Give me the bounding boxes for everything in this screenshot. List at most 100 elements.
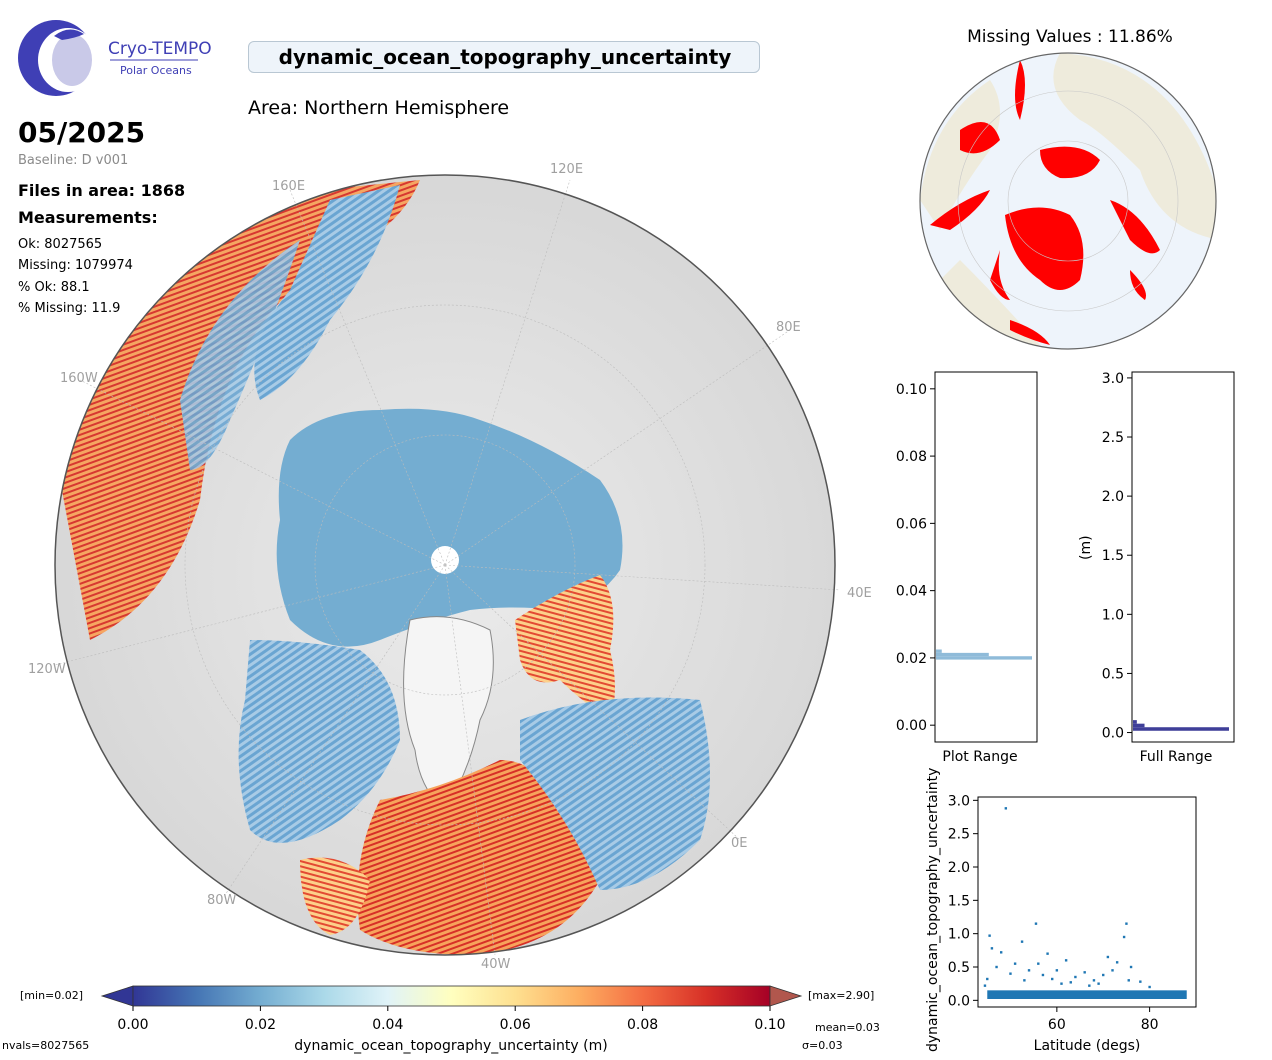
pacific-low-swath [180,240,300,470]
tick-label: 1.5 [948,893,970,909]
scatter-points [983,807,1187,999]
plot-range-histogram [936,649,1032,660]
scatter-point [1148,985,1151,989]
pole-hole [431,546,459,574]
full-range-histogram [1133,720,1229,731]
scatter-point [983,984,987,987]
missing-patch [960,122,1000,154]
stat-pct-ok: % Ok: 88.1 [18,280,90,295]
scatter-point [986,977,989,981]
tick-label: 2.0 [948,860,970,876]
logo-text: Cryo-TEMPO [108,39,212,59]
plot-range-ticks: 0.00 0.02 0.04 0.06 0.08 0.10 [896,382,935,734]
tick-label: 3.0 [1102,371,1124,387]
tick-label: 0.00 [896,718,927,734]
tick-label: 0.02 [896,651,927,667]
lon-label-0e: 0E [731,836,748,851]
bering-low-swath [254,185,400,400]
scatter-point [999,951,1003,954]
scatter-point [1037,962,1040,965]
scatter-point [1097,982,1100,985]
logo-subtext: Polar Oceans [120,64,192,77]
scatter-point [1064,959,1068,962]
tick-label: 0.04 [896,584,927,600]
tick-label: 2.0 [1102,489,1124,505]
colorbar-max-arrow [769,985,803,1007]
scatter-point [1051,977,1054,981]
north-atlantic-high-area [357,760,600,955]
nvals-label: nvals=8027565 [2,1039,89,1052]
measurements-heading: Measurements: [18,208,158,227]
scatter-point [1009,972,1012,975]
histogram-bar [936,656,1032,660]
stat-pct-missing: % Missing: 11.9 [18,301,121,316]
lon-label-80e: 80E [776,320,801,335]
tick-label: 3.0 [948,793,970,809]
scatter-point [1023,979,1026,982]
histogram-bar [1133,727,1229,731]
tick-label: 0.06 [896,516,927,532]
date-label: 05/2025 [18,116,146,149]
scatter-xlabel: Latitude (degs) [1034,1038,1141,1054]
graticule [54,179,841,956]
colorbar-gradient [132,985,771,1007]
stat-missing: Missing: 1079974 [18,258,133,273]
scatter-point [1013,962,1017,965]
histogram-bar [1133,720,1137,724]
colorbar-min-arrow [100,985,134,1007]
scatter-point [1074,975,1077,979]
colorbar-ticks: 0.00 0.02 0.04 0.06 0.08 0.10 [117,1006,786,1033]
scatter-point [1004,807,1008,810]
polar-map: 120E 80E 40E 0E 40W 80W 120W 160W 160E [28,162,872,972]
tick-label: 80 [1141,1017,1159,1033]
files-count: Files in area: 1868 [18,181,186,200]
canadian-archipelago-swath [238,640,400,843]
missing-values-map [919,52,1217,350]
missing-patch [930,190,990,230]
scatter-ticks: 0.0 0.5 1.0 1.5 2.0 2.5 3.0 60 80 [948,793,1159,1033]
variable-title: dynamic_ocean_topography_uncertainty [278,45,732,69]
colorbar-min-label: [min=0.02] [20,989,83,1002]
sigma-label: σ=0.03 [802,1039,843,1052]
missing-patch [1015,60,1025,120]
tick-label: 0.04 [372,1017,403,1033]
plot-range-frame [934,371,1038,743]
histogram-bar [936,652,989,657]
tick-label: 60 [1048,1017,1066,1033]
scatter-point [1069,981,1072,984]
labrador-high-area [300,857,370,935]
scatter-point [1034,922,1038,925]
histogram-bar [1133,723,1145,728]
lon-label-40e: 40E [847,586,872,601]
scatter-point [1092,979,1096,982]
lon-label-120e: 120E [550,162,583,177]
tick-label: 0.08 [627,1017,658,1033]
mean-label: mean=0.03 [815,1021,880,1034]
scatter-point [1083,971,1086,974]
scatter-point [1046,952,1049,955]
scatter-frame [977,796,1197,1008]
lon-label-160w: 160W [60,371,98,386]
tick-label: 0.5 [1102,666,1124,682]
colorbar-label: dynamic_ocean_topography_uncertainty (m) [294,1038,607,1054]
stat-ok: Ok: 8027565 [18,237,103,252]
full-range-frame [1131,371,1235,743]
area-label: Area: Northern Hemisphere [248,97,510,119]
tick-label: 0.0 [948,993,970,1009]
full-range-unit: (m) [1078,535,1094,560]
lon-label-120w: 120W [28,662,66,677]
scatter-point [1111,969,1114,972]
histogram-bar [936,649,942,653]
globe-outline [54,174,836,956]
lon-label-80w: 80W [207,893,237,908]
missing-patch [1005,207,1084,290]
lon-label-40w: 40W [481,957,511,972]
missing-values-title: Missing Values : 11.86% [967,27,1173,47]
tick-label: 0.02 [245,1017,276,1033]
scatter-point [1122,935,1126,939]
scatter-point [1125,922,1128,925]
colorbar-max-label: [max=2.90] [808,989,874,1002]
tick-label: 0.00 [117,1017,148,1033]
full-range-label: Full Range [1140,749,1213,765]
